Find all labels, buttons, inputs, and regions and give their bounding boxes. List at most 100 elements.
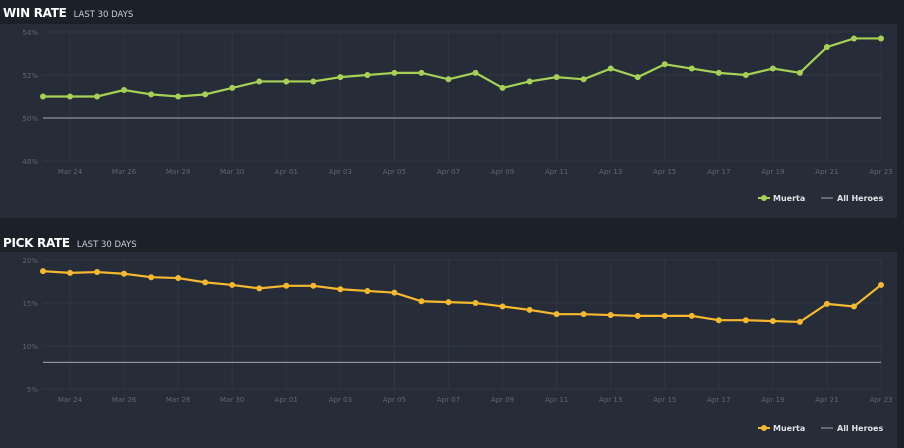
muerta-point — [878, 35, 884, 42]
x-tick-label: Apr 13 — [599, 396, 622, 404]
muerta-point — [715, 69, 722, 76]
muerta-line — [43, 37, 881, 98]
muerta-point — [67, 269, 74, 276]
x-tick-label: Mar 26 — [112, 396, 137, 404]
muerta-point — [229, 84, 236, 91]
muerta-point — [850, 35, 857, 42]
muerta-point — [202, 279, 209, 286]
muerta-point — [283, 78, 290, 85]
x-tick-label: Apr 23 — [869, 396, 892, 404]
muerta-point — [878, 281, 884, 288]
muerta-point — [121, 270, 128, 277]
legend-muerta-marker — [761, 425, 767, 431]
x-tick-label: Mar 26 — [112, 168, 137, 176]
x-tick-label: Apr 19 — [761, 396, 784, 404]
win-rate-chart-panel: 54% 52% 50% 48% Mar 24 Mar 26 Mar 28 Mar 30 Apr … — [0, 24, 897, 218]
muerta-point — [418, 298, 425, 305]
x-tick-label: Apr 01 — [275, 396, 298, 404]
legend-all-heroes-label: All Heroes — [837, 424, 883, 433]
legend-muerta-label: Muerta — [773, 194, 805, 203]
x-tick-label: Apr 03 — [329, 396, 352, 404]
muerta-point — [40, 268, 46, 275]
pick-rate-section: PICK RATE LAST 30 DAYS 20% 15% 10% 5% Mar 24… — [0, 230, 904, 448]
muerta-point — [310, 282, 317, 289]
legend-all-heroes-label: All Heroes — [837, 194, 883, 203]
muerta-point — [40, 93, 46, 100]
x-tick-label: Apr 17 — [707, 168, 730, 176]
win-rate-header: WIN RATE LAST 30 DAYS — [0, 0, 904, 22]
muerta-point — [256, 78, 263, 85]
muerta-point — [553, 311, 560, 318]
muerta-point — [175, 275, 182, 282]
y-tick-label: 10% — [22, 343, 38, 351]
x-tick-label: Apr 15 — [653, 168, 676, 176]
y-tick-label: 15% — [22, 300, 38, 308]
muerta-point — [337, 286, 344, 293]
pick-rate-title: PICK RATE — [3, 236, 70, 250]
muerta-point — [310, 78, 317, 85]
y-tick-label: 5% — [27, 386, 38, 394]
muerta-point — [499, 303, 506, 310]
muerta-point — [337, 74, 344, 81]
muerta-point — [661, 312, 668, 319]
muerta-point — [94, 269, 101, 276]
muerta-point — [175, 93, 182, 100]
muerta-point — [418, 69, 425, 76]
x-tick-label: Mar 28 — [166, 396, 190, 404]
muerta-point — [580, 76, 587, 83]
x-tick-label: Apr 21 — [815, 396, 838, 404]
x-tick-label: Apr 11 — [545, 168, 568, 176]
muerta-point — [121, 87, 128, 94]
muerta-point — [769, 65, 776, 72]
x-tick-label: Mar 24 — [58, 396, 83, 404]
muerta-point — [607, 65, 614, 72]
muerta-point — [148, 91, 155, 98]
muerta-point — [688, 65, 695, 72]
muerta-point — [94, 93, 101, 100]
muerta-point — [445, 299, 452, 306]
legend-muerta-marker — [761, 195, 767, 201]
muerta-point — [67, 93, 74, 100]
win-rate-chart: 54% 52% 50% 48% Mar 24 Mar 26 Mar 28 Mar 30 Apr … — [22, 29, 892, 203]
x-tick-label: Apr 09 — [491, 168, 514, 176]
muerta-point — [769, 318, 776, 325]
y-tick-label: 54% — [22, 29, 38, 37]
muerta-point — [796, 69, 803, 76]
legend-muerta-label: Muerta — [773, 424, 805, 433]
x-tick-label: Apr 21 — [815, 168, 838, 176]
muerta-point — [742, 72, 749, 78]
x-tick-label: Mar 30 — [220, 396, 244, 404]
muerta-point — [364, 72, 371, 78]
pick-rate-header: PICK RATE LAST 30 DAYS — [0, 230, 904, 252]
x-tick-label: Mar 24 — [58, 168, 83, 176]
x-tick-label: Mar 28 — [166, 168, 190, 176]
muerta-point — [391, 289, 398, 296]
x-tick-label: Apr 07 — [437, 168, 460, 176]
pick-rate-chart-panel: 20% 15% 10% 5% Mar 24 Mar 26 Mar 28 Mar 30 Apr 0… — [0, 252, 897, 448]
muerta-point — [526, 78, 533, 85]
x-tick-label: Mar 30 — [220, 168, 244, 176]
x-tick-label: Apr 19 — [761, 168, 784, 176]
y-tick-label: 20% — [22, 257, 38, 265]
x-tick-label: Apr 11 — [545, 396, 568, 404]
muerta-point — [148, 274, 155, 281]
muerta-point — [202, 91, 209, 98]
muerta-point — [526, 306, 533, 313]
muerta-point — [445, 76, 452, 83]
muerta-point — [256, 285, 263, 292]
muerta-point — [850, 303, 857, 310]
muerta-point — [823, 44, 830, 51]
muerta-point — [391, 69, 398, 76]
x-tick-label: Apr 05 — [383, 168, 406, 176]
muerta-point — [688, 312, 695, 319]
x-tick-label: Apr 05 — [383, 396, 406, 404]
y-tick-label: 52% — [22, 72, 38, 80]
x-tick-label: Apr 13 — [599, 168, 622, 176]
win-rate-section: WIN RATE LAST 30 DAYS 54% 52% 50% 48% Mar 24… — [0, 0, 904, 218]
x-tick-label: Apr 15 — [653, 396, 676, 404]
muerta-point — [742, 317, 749, 324]
x-tick-label: Apr 07 — [437, 396, 460, 404]
muerta-point — [229, 281, 236, 288]
muerta-point — [472, 69, 479, 76]
muerta-point — [634, 74, 641, 81]
